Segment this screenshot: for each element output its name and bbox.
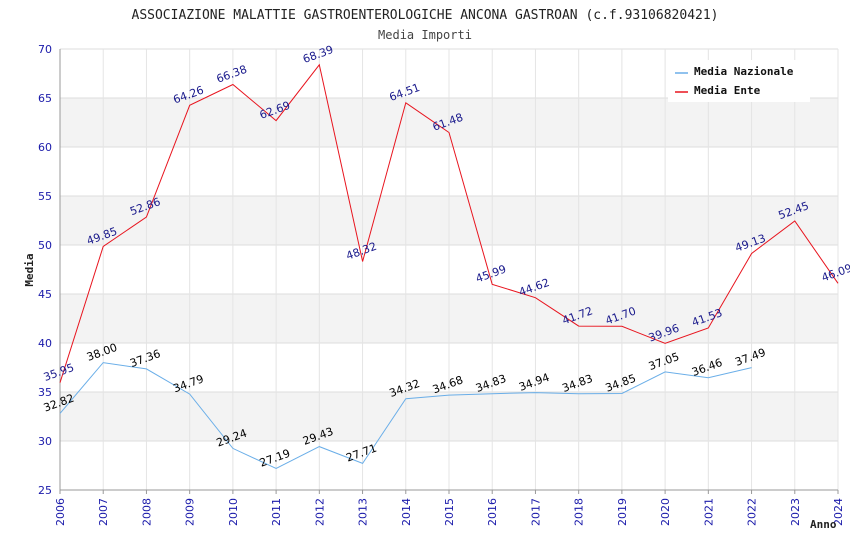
x-axis-label: Anno [810,518,837,531]
x-tick-label: 2022 [746,498,759,526]
x-tick-label: 2009 [184,498,197,526]
y-tick-label: 60 [38,141,52,154]
data-label: 34.94 [517,371,551,394]
x-tick-label: 2015 [443,498,456,526]
data-label: 68.39 [301,43,335,66]
y-tick-label: 40 [38,337,52,350]
x-tick-label: 2012 [313,498,326,526]
chart-title: ASSOCIAZIONE MALATTIE GASTROENTEROLOGICH… [132,8,719,23]
data-label: 27.71 [344,442,378,465]
y-tick-label: 70 [38,43,52,56]
data-label: 34.83 [560,372,594,395]
y-tick-label: 50 [38,239,52,252]
chart-subtitle: Media Importi [378,28,472,42]
y-tick-label: 25 [38,484,52,497]
data-label: 37.36 [128,347,162,370]
y-tick-label: 35 [38,386,52,399]
x-tick-label: 2007 [97,498,110,526]
y-tick-labels: 25 30 35 40 45 50 55 60 65 70 [38,43,52,497]
data-label: 66.38 [215,63,249,86]
series-line-ente [59,63,839,383]
x-tick-label: 2024 [832,498,845,526]
data-label: 37.49 [733,346,767,369]
legend: Media Nazionale Media Ente [668,60,810,102]
x-tick-label: 2010 [227,498,240,526]
legend-background [668,60,810,102]
x-tick-label: 2016 [486,498,499,526]
data-label: 37.05 [647,350,681,373]
x-tick-label: 2011 [270,498,283,526]
data-label: 45.99 [474,263,508,286]
data-label: 34.85 [604,372,638,395]
x-tick-label: 2013 [357,498,370,526]
y-tick-label: 65 [38,92,52,105]
legend-label-ente: Media Ente [694,84,761,97]
x-tick-label: 2008 [140,498,153,526]
y-tick-label: 30 [38,435,52,448]
series-line-nazionale [59,362,752,470]
x-tick-label: 2021 [702,498,715,526]
data-label: 38.00 [85,341,119,364]
x-tick-label: 2020 [659,498,672,526]
data-label: 27.19 [258,447,292,470]
y-tick-label: 55 [38,190,52,203]
data-label: 34.83 [474,372,508,395]
x-tick-label: 2023 [789,498,802,526]
data-label: 35.95 [42,361,76,384]
x-tick-label: 2019 [616,498,629,526]
data-label: 46.09 [820,262,850,285]
x-tick-label: 2017 [529,498,542,526]
legend-label-nazionale: Media Nazionale [694,65,794,78]
x-tick-label: 2018 [573,498,586,526]
series-lines [59,63,839,470]
x-tick-labels: 2006 2007 2008 2009 2010 2011 2012 2013 2014 2015… [54,490,845,526]
y-axis-label: Media [23,253,36,286]
x-tick-label: 2006 [54,498,67,526]
y-tick-label: 45 [38,288,52,301]
x-tick-label: 2014 [400,498,413,526]
